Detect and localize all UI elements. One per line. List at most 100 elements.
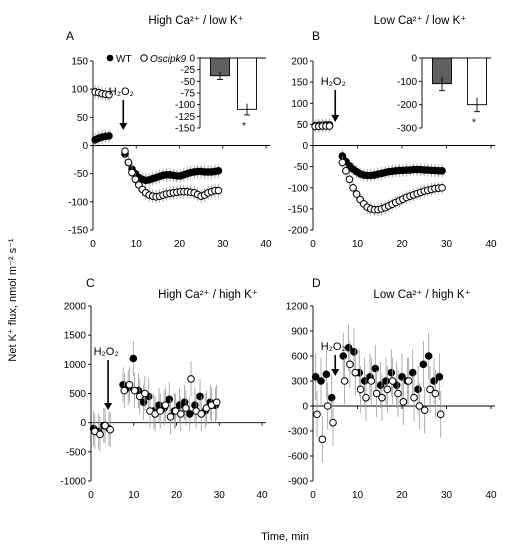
panel-d: D Low Ca²⁺ / high K⁺ -900-600-3000300600… <box>286 276 497 501</box>
y-tick-label: -100 <box>288 183 308 194</box>
y-tick-label: 1500 <box>64 331 87 342</box>
y-tick-label: 1200 <box>286 302 309 313</box>
y-tick-label: 0 <box>302 402 308 413</box>
data-point <box>96 430 104 439</box>
x-tick-label: 40 <box>485 490 497 501</box>
data-point <box>339 352 348 360</box>
inset-bar-chart: 0 -100 -200 -300 * <box>397 54 491 135</box>
data-point <box>408 368 417 377</box>
inset-y-tick-label: -125 <box>175 112 195 123</box>
y-tick-label: 100 <box>291 99 308 110</box>
y-tick-label: -500 <box>66 447 86 458</box>
arrow-head <box>331 115 340 122</box>
data-point <box>424 352 433 360</box>
series-oscipk9 <box>91 85 223 204</box>
legend-marker-oscipk9 <box>140 54 148 62</box>
y-tick-label: 300 <box>291 377 308 388</box>
data-point <box>383 385 392 394</box>
data-point <box>196 392 204 401</box>
y-tick-label: 900 <box>291 327 308 338</box>
y-tick-label: 50 <box>77 113 89 124</box>
y-tick-label: 200 <box>291 57 308 68</box>
x-tick-label: 10 <box>352 490 364 501</box>
data-point <box>435 373 444 381</box>
data-point <box>387 368 396 377</box>
y-tick-label: 150 <box>71 57 88 68</box>
x-tick-label: 10 <box>131 239 143 250</box>
y-tick-label: -600 <box>288 452 308 463</box>
y-tick-label: -1000 <box>60 477 86 488</box>
data-point <box>101 421 109 430</box>
inset-y-tick-label: -25 <box>181 65 196 76</box>
y-tick-label: -150 <box>68 226 88 237</box>
data-point <box>371 364 380 373</box>
data-point <box>438 167 446 175</box>
h2o2-annotation: H₂O₂ <box>94 346 119 358</box>
data-point <box>125 380 134 389</box>
data-point <box>105 132 113 140</box>
data-point <box>436 410 445 419</box>
shared-xlabel: Time, min <box>261 531 309 543</box>
x-tick-label: 10 <box>352 239 364 250</box>
panel-label: C <box>86 276 95 290</box>
data-point <box>367 377 376 385</box>
data-point <box>214 167 223 175</box>
data-point <box>356 385 365 394</box>
y-tick-label: 0 <box>80 418 86 429</box>
inset-y-tick-label: -100 <box>397 77 417 88</box>
y-tick-label: 0 <box>82 141 88 152</box>
y-tick-label: -50 <box>294 162 309 173</box>
h2o2-annotation: H₂O₂ <box>109 86 134 98</box>
x-tick-label: 20 <box>174 239 186 250</box>
y-tick-label: 100 <box>71 85 88 96</box>
shared-ylabel: Net K⁺ flux, nmol m⁻² s⁻¹ <box>7 238 19 361</box>
x-tick-label: 0 <box>88 490 94 501</box>
x-tick-label: 20 <box>396 490 408 501</box>
chart-title: High Ca²⁺ / high K⁺ <box>158 289 258 301</box>
inset-y-tick-label: -200 <box>397 100 417 111</box>
data-point <box>325 122 334 130</box>
data-point <box>212 398 221 407</box>
data-point <box>398 373 406 381</box>
y-tick-label: -150 <box>288 204 308 215</box>
data-point <box>214 186 223 195</box>
data-point <box>120 386 129 395</box>
inset-y-tick-label: 0 <box>411 54 417 65</box>
data-point <box>349 183 357 192</box>
arrow-head <box>331 369 340 376</box>
y-tick-label: 2000 <box>64 302 87 313</box>
arrow-head <box>104 403 113 410</box>
legend: WT Oscipk9 <box>106 54 187 65</box>
series-wt <box>311 324 444 421</box>
chart-title: Low Ca²⁺ / low K⁺ <box>374 15 467 27</box>
data-point <box>346 360 354 369</box>
data-point <box>426 385 434 394</box>
y-tick-label: 150 <box>291 78 308 89</box>
x-tick-label: 30 <box>214 490 226 501</box>
data-point <box>338 158 347 167</box>
y-tick-label: -900 <box>288 477 308 488</box>
data-point <box>382 377 390 385</box>
data-point <box>351 368 360 377</box>
series-oscipk9 <box>91 361 221 452</box>
data-point <box>350 348 358 356</box>
data-point <box>318 435 327 444</box>
series-oscipk9 <box>311 119 446 217</box>
data-point <box>182 404 190 412</box>
data-point <box>139 398 148 407</box>
data-point <box>372 389 381 398</box>
inset-y-tick-label: -300 <box>397 124 417 135</box>
data-point <box>156 407 165 415</box>
panel-label: B <box>312 29 320 43</box>
y-tick-label: -200 <box>288 226 308 237</box>
legend-marker-wt <box>106 54 114 62</box>
data-point <box>410 393 418 402</box>
y-tick-label: -100 <box>68 197 88 208</box>
h2o2-annotation: H₂O₂ <box>321 341 346 353</box>
data-point <box>187 375 195 383</box>
x-tick-label: 0 <box>310 239 316 250</box>
x-tick-label: 0 <box>310 490 316 501</box>
x-tick-label: 0 <box>90 239 96 250</box>
data-point <box>345 175 354 184</box>
